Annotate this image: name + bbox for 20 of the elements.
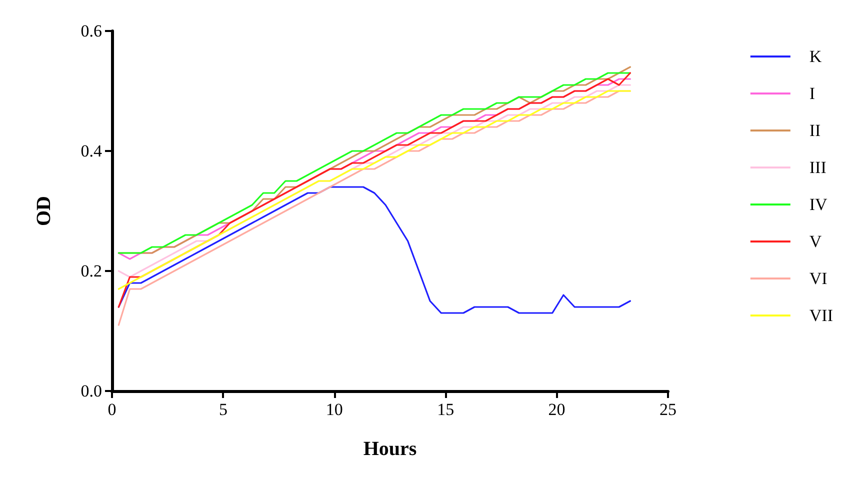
x-tick-label: 20	[548, 400, 566, 419]
x-tick-label: 10	[326, 400, 343, 419]
y-tick-label: 0.4	[80, 142, 102, 160]
legend-label: II	[809, 121, 822, 140]
x-tick-label: 15	[437, 400, 454, 419]
x-tick-label: 5	[218, 400, 228, 419]
legend-label: I	[809, 84, 816, 103]
x-axis-title: Hours	[363, 438, 417, 460]
x-tick-label: 25	[660, 400, 676, 419]
legend-label: VI	[809, 269, 828, 288]
y-axis-title: OD	[33, 196, 55, 226]
x-tick-label: 0	[108, 400, 116, 419]
legend-label: IV	[809, 195, 828, 214]
legend-label: III	[809, 158, 827, 177]
y-tick-label: 0.6	[80, 22, 102, 40]
y-tick-label: 0.2	[80, 262, 102, 280]
y-tick-label: 0.0	[80, 382, 102, 400]
legend-label: VII	[809, 306, 834, 325]
legend-label: V	[809, 232, 822, 251]
legend-label: K	[809, 47, 822, 66]
